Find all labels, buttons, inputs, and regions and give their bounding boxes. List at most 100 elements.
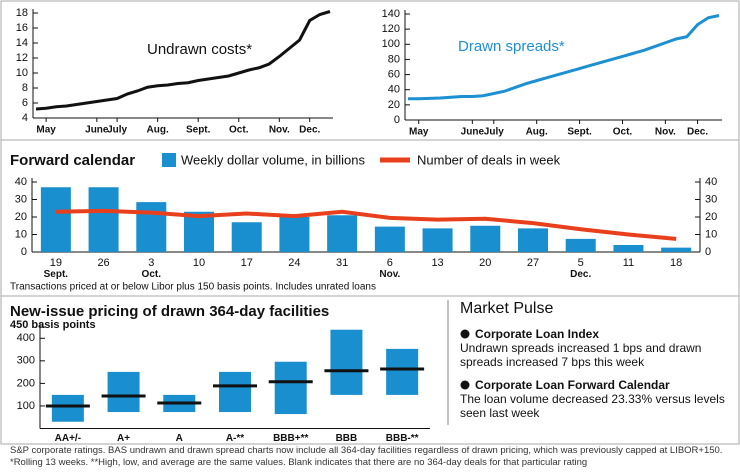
bar (279, 217, 310, 252)
x-tick-label: 11 (623, 257, 634, 269)
y-tick-label: 60 (388, 68, 400, 80)
x-tick-label: July (484, 127, 504, 138)
bar (470, 225, 501, 252)
y-tick-label: 20 (15, 211, 27, 223)
x-tick-label: Sept. (567, 127, 592, 138)
y-tick-label: 10 (16, 67, 28, 79)
y-tick-label: 40 (15, 176, 27, 188)
range-bar (219, 371, 251, 413)
range-bar (274, 361, 307, 415)
x-tick-label: 31 (336, 257, 348, 269)
bar (184, 211, 214, 252)
y-tick-label: 200 (17, 377, 35, 389)
bar (661, 247, 692, 252)
y-tick-label: 100 (382, 38, 400, 50)
y-tick-label: 30 (15, 193, 27, 205)
x-tick-label: June (85, 125, 109, 136)
pulse-text: The loan volume decreased 23.33% versus … (460, 392, 725, 420)
bar (88, 187, 119, 252)
x-tick-label: Oct. (613, 127, 633, 138)
y-tick-label: 16 (16, 22, 28, 34)
x-tick-label: Nov. (269, 125, 290, 136)
y-tick-label: 10 (15, 228, 27, 240)
line (35, 10, 331, 111)
range-bar (386, 348, 419, 395)
bar (422, 228, 453, 252)
note: Transactions priced at or below Libor pl… (10, 282, 376, 293)
y-tick-label: 300 (17, 355, 35, 367)
x-tick-label: 20 (479, 257, 491, 269)
x-tick-label: July (107, 125, 127, 136)
x-tick-label: Dec. (687, 127, 708, 138)
y-tick-label: 450 basis points (10, 319, 96, 331)
bar (374, 226, 405, 252)
y-tick-label: 14 (16, 37, 28, 49)
line (55, 208, 677, 241)
bar (231, 222, 262, 252)
y-tick-label: 140 (382, 8, 400, 20)
pulse-text: Undrawn spreads increased 1 bps and draw… (460, 341, 702, 369)
y-tick-label: 6 (22, 97, 28, 109)
x-tick-label: 26 (97, 257, 109, 269)
x-tick-label: AA+/- (55, 433, 81, 444)
x-tick-label: Aug. (147, 125, 169, 136)
y2-tick-label: 40 (705, 176, 717, 188)
y-tick-label: 20 (388, 99, 400, 111)
y-tick-label: 0 (394, 114, 400, 126)
x-tick-label: May (409, 127, 429, 138)
x-tick-label: Dec. (299, 125, 320, 136)
bar (518, 228, 548, 252)
x-tick-label: Oct. (229, 125, 249, 136)
range-bar (330, 329, 363, 395)
x-tick-label: BBB-** (386, 433, 419, 444)
x-tick-label: June (461, 127, 485, 138)
y2-tick-label: 0 (705, 246, 711, 258)
y-tick-label: 400 (17, 332, 35, 344)
chart-title: Undrawn costs* (147, 41, 252, 58)
pulse-heading: Corporate Loan Index (475, 327, 600, 341)
x-tick-label: Aug. (526, 127, 548, 138)
y-tick-label: 120 (382, 23, 400, 35)
x-tick-label: Sept. (186, 125, 211, 136)
x-tick-label: BBB+** (273, 433, 308, 444)
x-tick-label: 19 Sept. (44, 257, 69, 280)
line (408, 14, 720, 101)
bullet (460, 380, 470, 390)
bar (136, 202, 167, 252)
chart-title: Forward calendar (10, 152, 135, 169)
y-tick-label: 80 (388, 53, 400, 65)
y2-tick-label: 30 (705, 193, 717, 205)
frame (0, 0, 740, 445)
x-tick-label: 18 (670, 257, 682, 269)
x-tick-label: A-** (226, 433, 244, 444)
footnote: S&P corporate ratings. BAS undrawn and d… (10, 445, 723, 468)
chart-title: Drawn spreads* (458, 38, 565, 55)
bullet (460, 329, 470, 339)
bar (565, 238, 596, 252)
range-bar (107, 371, 140, 413)
y2-tick-label: 20 (705, 211, 717, 223)
legend-label: Number of deals in week (417, 152, 561, 167)
x-tick-label: BBB (336, 433, 358, 444)
y-tick-label: 12 (16, 52, 28, 64)
x-tick-label: 24 (288, 257, 300, 269)
x-tick-label: 13 (431, 257, 443, 269)
y2-tick-label: 10 (705, 228, 717, 240)
x-tick-label: 27 (527, 257, 539, 269)
x-tick-label: 5 Dec. (570, 257, 591, 280)
y-tick-label: 0 (21, 246, 27, 258)
legend-swatch (162, 153, 176, 167)
y-tick-label: 8 (22, 82, 28, 94)
legend-label: Weekly dollar volume, in billions (181, 152, 366, 167)
bar (327, 215, 358, 252)
pulse-title: Market Pulse (460, 300, 554, 317)
x-tick-label: 6 Nov. (379, 257, 400, 280)
bar (613, 245, 644, 252)
x-tick-label: May (36, 125, 56, 136)
x-tick-label: 17 (241, 257, 253, 269)
y-tick-label: 4 (22, 112, 28, 124)
x-tick-label: A+ (117, 433, 130, 444)
chart-title: New-issue pricing of drawn 364-day facil… (10, 303, 329, 320)
